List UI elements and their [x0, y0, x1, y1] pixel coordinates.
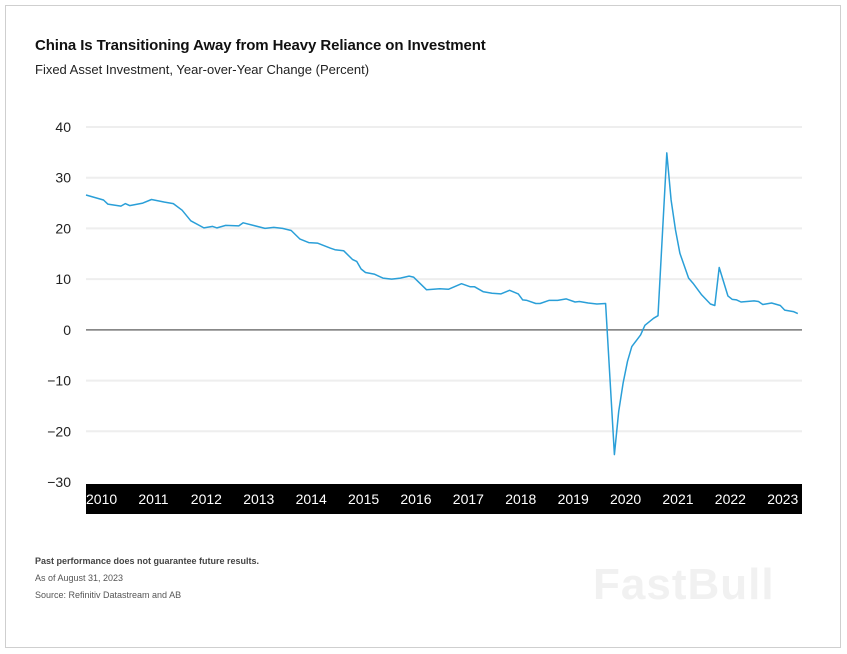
x-axis-band: [86, 484, 802, 514]
x-tick-label: 2014: [296, 491, 327, 507]
x-tick-label: 2010: [86, 491, 117, 507]
x-tick-label: 2022: [715, 491, 746, 507]
disclaimer: Past performance does not guarantee futu…: [35, 556, 260, 566]
y-tick-label: 10: [55, 271, 71, 287]
chart-title: China Is Transitioning Away from Heavy R…: [35, 37, 486, 54]
series-line: [85, 152, 799, 456]
y-tick-label: 0: [63, 322, 71, 338]
x-tick-label: 2011: [138, 491, 168, 507]
source-note: Source: Refinitiv Datastream and AB: [35, 590, 182, 600]
x-tick-label: 2018: [505, 491, 536, 507]
x-tick-label: 2015: [348, 491, 379, 507]
x-tick-label: 2013: [243, 491, 274, 507]
y-tick-label: −10: [47, 373, 71, 389]
x-tick-label: 2012: [191, 491, 222, 507]
y-tick-label: −20: [47, 423, 71, 439]
chart-frame: [5, 5, 841, 648]
y-tick-label: 20: [55, 220, 71, 236]
y-tick-label: −30: [47, 474, 71, 490]
x-tick-label: 2021: [662, 491, 693, 507]
y-tick-label: 40: [55, 119, 71, 135]
x-tick-label: 2017: [453, 491, 484, 507]
x-tick-label: 2020: [610, 491, 641, 507]
chart-subtitle: Fixed Asset Investment, Year-over-Year C…: [35, 62, 370, 77]
x-tick-label: 2016: [400, 491, 431, 507]
x-tick-label: 2019: [558, 491, 589, 507]
y-tick-label: 30: [55, 170, 71, 186]
watermark-logo: FastBull: [593, 560, 775, 609]
as-of-date: As of August 31, 2023: [35, 573, 124, 583]
x-tick-label: 2023: [767, 491, 798, 507]
